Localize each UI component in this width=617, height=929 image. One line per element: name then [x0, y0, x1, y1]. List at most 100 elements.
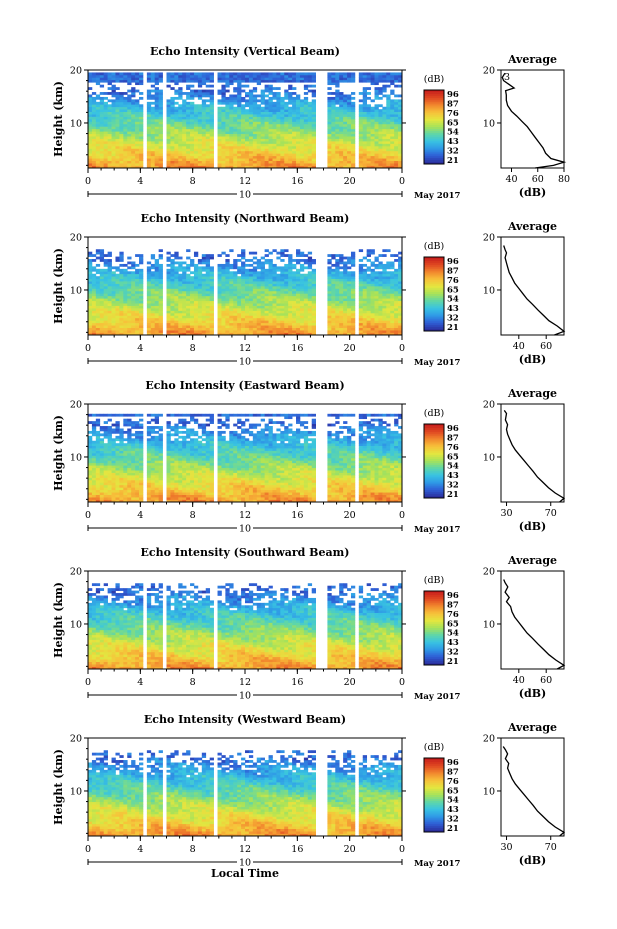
heatmap-cell [209, 254, 214, 257]
heatmap-cell [358, 322, 364, 326]
heatmap-cell [209, 72, 214, 76]
heatmap-cell [158, 298, 163, 302]
heatmap-cell [115, 303, 120, 306]
heatmap-cell [221, 332, 226, 336]
heatmap-cell [217, 283, 222, 287]
heatmap-cell [221, 106, 226, 110]
heatmap-cell [248, 303, 254, 306]
heatmap-cell [135, 305, 140, 309]
heatmap-cell [190, 163, 195, 166]
heatmap-cell [245, 148, 250, 152]
heatmap-cell [264, 322, 269, 326]
heatmap-cell [362, 263, 368, 267]
heatmap-cell [292, 121, 297, 125]
heatmap-cell [245, 128, 250, 132]
heatmap-cell [135, 128, 140, 132]
heatmap-cell [139, 305, 144, 309]
heatmap-cell [296, 254, 301, 257]
heatmap-cell [268, 273, 273, 277]
heatmap-cell [280, 293, 285, 297]
heatmap-cell [248, 131, 254, 135]
heatmap-cell [339, 165, 344, 169]
heatmap-cell [398, 320, 403, 324]
heatmap-cell [205, 74, 211, 78]
heatmap-cell [284, 119, 289, 122]
heatmap-cell [186, 263, 191, 267]
heatmap-cell [347, 261, 352, 265]
heatmap-cell [276, 281, 281, 284]
heatmap-cell [166, 300, 171, 304]
heatmap-cell [131, 317, 136, 321]
heatmap-cell [390, 155, 395, 159]
heatmap-cell [386, 303, 391, 306]
heatmap-cell [205, 327, 211, 331]
heatmap-cell [358, 263, 364, 267]
heatmap-cell [205, 286, 211, 289]
heatmap-cell [123, 145, 128, 149]
colorbar-segment [424, 137, 444, 140]
heatmap-cell [272, 293, 277, 297]
heatmap-cell [299, 281, 305, 284]
heatmap-cell [347, 133, 352, 137]
heatmap-cell [119, 303, 124, 306]
heatmap-cell [225, 111, 230, 115]
heatmap-cell [339, 322, 344, 326]
heatmap-cell [233, 303, 238, 306]
heatmap-cell [378, 305, 383, 309]
heatmap-cell [362, 87, 368, 90]
heatmap-cell [303, 128, 309, 132]
heatmap-cell [358, 119, 364, 122]
heatmap-cell [221, 148, 226, 152]
heatmap-cell [398, 121, 403, 125]
heatmap-cell [335, 123, 340, 127]
heatmap-cell [252, 315, 258, 319]
heatmap-cell [158, 121, 163, 125]
heatmap-cell [268, 101, 273, 105]
heatmap-cell [350, 286, 356, 289]
heatmap-cell [217, 160, 222, 164]
heatmap-cell [245, 315, 250, 319]
heatmap-cell [209, 123, 214, 127]
heatmap-cell [182, 327, 187, 331]
heatmap-cell [350, 322, 356, 326]
heatmap-cell [335, 153, 340, 157]
heatmap-cell [276, 114, 281, 117]
heatmap-cell [209, 109, 214, 112]
heatmap-cell [331, 330, 336, 333]
heatmap-cell [303, 84, 309, 88]
heatmap-cell [272, 273, 277, 277]
heatmap-cell [107, 74, 112, 78]
heatmap-cell [166, 298, 171, 302]
colorbar-tick-label: 76 [447, 109, 459, 119]
heatmap-cell [127, 160, 132, 164]
heatmap-cell [260, 79, 265, 83]
heatmap-cell [245, 84, 250, 88]
heatmap-cells [88, 72, 403, 169]
heatmap-cell [186, 330, 191, 333]
heatmap-cell [178, 155, 183, 159]
day-marker-bg [237, 189, 253, 199]
heatmap-cell [256, 300, 262, 304]
heatmap-cell [91, 315, 97, 319]
heatmap-cell [233, 160, 238, 164]
heatmap-cell [182, 330, 187, 333]
heatmap-cell [225, 77, 230, 81]
heatmap-cell [288, 332, 293, 336]
heatmap-cell [201, 300, 207, 304]
heatmap-cell [107, 150, 112, 154]
heatmap-cell [260, 268, 265, 272]
heatmap-cell [170, 300, 175, 304]
heatmap-cell [280, 325, 285, 328]
heatmap-cell [225, 145, 230, 149]
heatmap-cell [343, 278, 348, 282]
heatmap-cell [252, 271, 258, 275]
heatmap-cell [139, 82, 144, 86]
heatmap-cell [103, 278, 108, 282]
heatmap-cell [178, 303, 183, 306]
heatmap-cell [197, 278, 203, 282]
heatmap-cell [350, 106, 356, 110]
heatmap-cell [95, 136, 101, 139]
heatmap-cell [146, 300, 152, 304]
heatmap-cell [209, 114, 214, 117]
heatmap-cell [178, 121, 183, 125]
